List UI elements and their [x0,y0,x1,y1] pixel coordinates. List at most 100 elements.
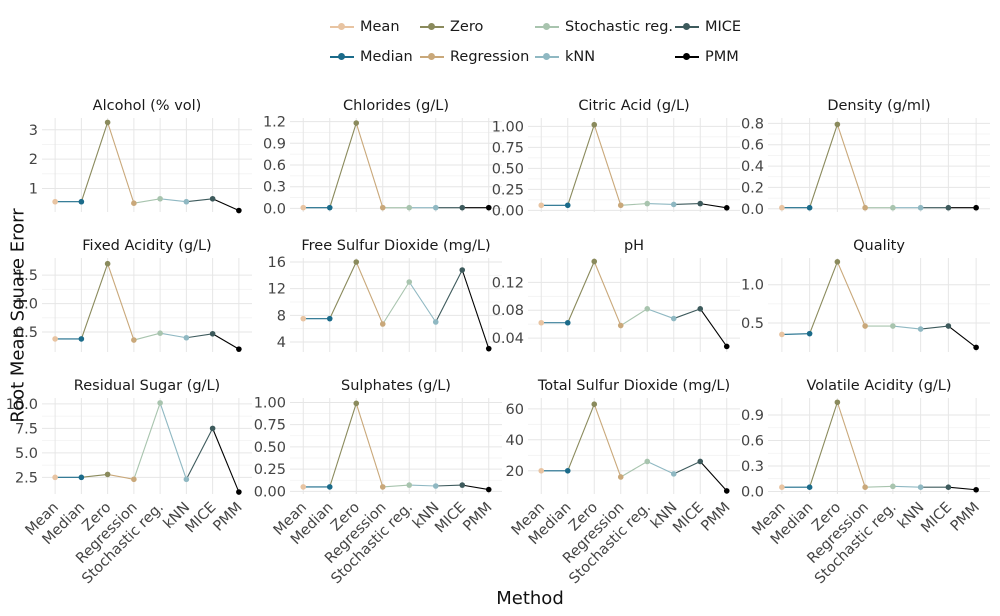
data-point [779,484,785,491]
series-line-segment [462,484,489,491]
data-point [353,259,360,265]
series-line-segment [673,203,701,205]
data-point [104,119,111,126]
y-tick-label: 0.25 [492,182,524,198]
panel-title: Residual Sugar (g/L) [74,378,220,394]
data-point [945,323,952,329]
y-tick-label: 0.5 [15,325,38,341]
data-point [157,400,163,406]
legend-key [535,50,559,64]
data-point [779,204,785,211]
data-point [723,343,730,350]
panel-title: Sulphates (g/L) [341,378,451,394]
series-line-segment [133,402,161,480]
y-tick-label: 0.08 [492,303,524,319]
data-point [945,204,952,211]
data-point [890,323,896,329]
series-line-segment [836,402,866,488]
series-line-segment [133,332,161,341]
y-tick-label: 1.5 [15,268,38,284]
data-point [834,259,841,265]
y-tick-label: 0.04 [492,331,524,347]
legend-label: Stochastic reg. [565,19,674,35]
y-tick-label: 0.5 [741,316,764,332]
data-point [326,484,333,490]
data-point [131,337,137,343]
data-point [862,323,868,329]
data-point [670,471,677,477]
series-line-segment [673,308,701,320]
data-point [236,207,242,214]
y-tick-label: 0.12 [492,275,524,291]
legend-key [420,50,444,64]
series-line-segment [567,261,595,323]
legend-label: kNN [565,49,596,65]
series-line-segment [593,404,622,478]
series-line-segment [160,198,187,203]
x-tick-label: PMM [698,500,733,535]
series-line-segment [948,486,977,491]
panel-title: Chlorides (g/L) [343,98,449,114]
data-point [806,484,813,491]
panel-title: Density (g/ml) [827,98,930,114]
data-point [485,345,492,352]
legend-item: PMM [675,46,739,68]
data-point [104,260,111,267]
data-point [862,204,868,211]
series-line-segment [80,263,109,340]
y-tick-label: 0.0 [741,484,764,500]
y-tick-label: 0.9 [741,408,764,424]
data-point [723,205,730,211]
data-point [485,486,492,493]
series-line-segment [382,281,410,325]
y-tick-label: 0.0 [741,202,764,218]
legend-item: MICE [675,16,741,38]
data-point [779,331,785,338]
data-point [379,321,386,327]
data-point [890,483,896,490]
data-point [834,121,841,128]
panel-title: Fixed Acidity (g/L) [82,238,211,254]
panel-title: Quality [853,238,905,254]
panel-title: Total Sulfur Dioxide (mg/L) [537,378,730,394]
data-point [697,306,704,312]
y-tick-label: 0.3 [741,459,764,475]
series-line-segment [80,122,109,202]
y-tick-label: 2.5 [15,470,38,486]
y-tick-label: 5.0 [15,446,38,462]
data-point [131,476,137,483]
series-line-segment [409,484,436,487]
data-point [379,484,386,490]
y-tick-label: 0.6 [741,138,764,154]
y-tick-label: 0.75 [254,418,286,434]
y-tick-label: 1.2 [263,115,286,131]
series-line-segment [160,332,187,339]
y-tick-label: 1 [29,182,38,198]
data-point [157,330,163,337]
series-line-segment [647,308,674,320]
data-point [670,201,677,208]
data-point [209,330,216,337]
data-point [183,198,190,205]
y-tick-label: 0.9 [263,136,286,152]
series-line-segment [329,261,357,319]
y-axis-title: Root Mean Square Erorr [7,208,29,423]
y-tick-label: 0.6 [741,433,764,449]
panel-title: Alcohol (% vol) [93,98,202,114]
y-tick-label: 0.8 [741,116,764,132]
data-point [538,467,545,474]
series-line-segment [620,461,648,478]
legend-key [675,20,699,34]
y-tick-label: 0.00 [254,484,286,500]
series-line-segment [107,473,134,480]
legend-key [535,20,559,34]
data-point [591,121,598,128]
y-tick-label: 0.75 [492,140,524,156]
data-point [591,258,598,265]
y-tick-label: 12 [268,282,286,298]
legend-key [330,20,354,34]
series-line-segment [107,263,135,341]
series-line-segment [836,261,866,327]
data-point [617,322,624,329]
x-tick-label: MICE [670,500,707,537]
